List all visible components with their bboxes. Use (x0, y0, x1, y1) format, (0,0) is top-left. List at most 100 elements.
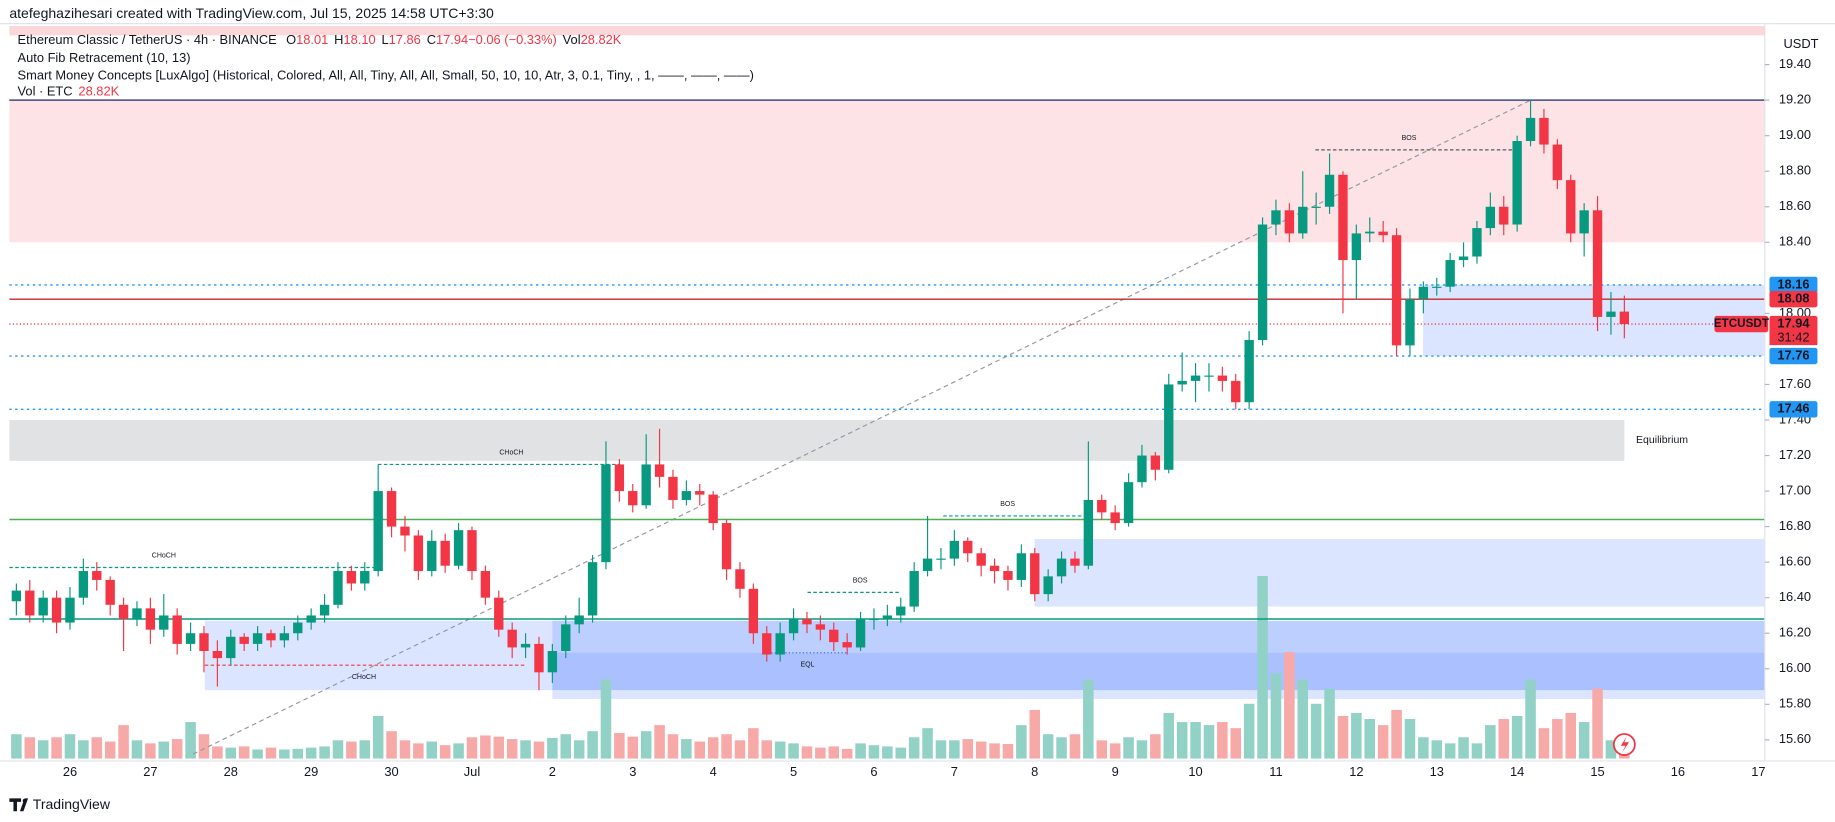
candle-body (601, 464, 611, 563)
candle-body (1123, 482, 1134, 524)
candle-body (386, 491, 397, 527)
structure-label: CHoCH (499, 450, 523, 457)
candle-body (842, 642, 852, 648)
legend-value: −0.06 (−0.33%) (468, 33, 557, 48)
indicator: Smart Money Concepts [LuxAlgo] (Historic… (18, 68, 754, 83)
volume-bar (131, 740, 143, 759)
volume-bar (1096, 740, 1108, 759)
legend-key: H (334, 33, 343, 48)
candle-body (534, 643, 544, 673)
candle-body (641, 464, 651, 506)
candle-body (480, 571, 491, 598)
volume-bar (654, 725, 665, 759)
zone (1034, 539, 1765, 607)
price-pill (1769, 276, 1818, 294)
candle-body (1177, 380, 1187, 385)
candle-body (775, 633, 785, 655)
candle-body (721, 523, 732, 570)
volume-bar (238, 746, 250, 759)
x-tick-label: 27 (143, 764, 157, 779)
candle-body (1418, 286, 1429, 300)
candle-body (1552, 144, 1563, 181)
candle-body (829, 629, 839, 643)
candle-body (1592, 210, 1603, 317)
candle-body (185, 633, 196, 644)
candle-body (105, 579, 115, 605)
candle-body (1351, 233, 1362, 261)
candle-body (306, 615, 316, 623)
candle-body (869, 619, 879, 621)
candle-body (1432, 286, 1442, 288)
candle-body (11, 590, 22, 602)
volume-bar (748, 728, 759, 759)
x-tick-label: 29 (304, 764, 318, 779)
x-tick-label: 4 (710, 764, 717, 779)
volume-bar (399, 740, 411, 759)
volume-bar (78, 740, 89, 759)
candle-body (1539, 117, 1549, 145)
candle-body (293, 622, 303, 634)
volume-bar (413, 743, 424, 759)
y-tick-label: 15.80 (1779, 696, 1811, 711)
candle-body (1097, 499, 1107, 513)
volume-bar (694, 741, 706, 759)
candle-body (1472, 228, 1482, 257)
candle-body (1445, 260, 1455, 287)
candle-body (1257, 224, 1268, 341)
x-tick-label: 5 (790, 764, 797, 779)
candle-body (1030, 553, 1040, 595)
volume-bar (962, 739, 974, 759)
candle-body (695, 491, 705, 495)
candle-body (25, 590, 35, 616)
volume-bar (1377, 725, 1389, 759)
candle-body (1499, 206, 1509, 225)
volume-bar (1217, 722, 1228, 759)
candle-body (520, 643, 531, 648)
volume (11, 576, 1630, 759)
volume-bar (828, 746, 840, 759)
candle-body (145, 608, 156, 630)
volume-bar (1163, 712, 1175, 759)
volume-bar (1538, 728, 1550, 759)
volume-bar (1431, 740, 1443, 759)
candle-body (239, 636, 249, 644)
price-pill (1769, 401, 1818, 418)
volume-bar (949, 740, 960, 759)
volume-value: 28.82K (78, 84, 119, 99)
y-tick-label: 16.40 (1779, 589, 1811, 604)
zones: Equilibrium (9, 100, 1765, 699)
volume-bar (332, 740, 344, 759)
price-pill (1769, 347, 1818, 365)
volume-bar (1444, 743, 1456, 759)
top-zone-strip (9, 25, 1765, 36)
volume-bar (533, 741, 545, 759)
volume-bar (1525, 679, 1536, 759)
brand-logo (22, 798, 27, 803)
candle-body (561, 624, 571, 651)
volume-bar (292, 748, 304, 759)
candle-body (1164, 384, 1174, 470)
y-tick-label: 17.60 (1779, 376, 1811, 391)
volume-bar (975, 741, 987, 759)
volume-bar (600, 679, 612, 759)
structure-label: BOS (853, 578, 868, 585)
x-tick-label: 14 (1510, 764, 1524, 779)
y-tick-label: 16.80 (1779, 518, 1811, 533)
volume-bar (346, 741, 357, 759)
candle-body (38, 597, 48, 616)
x-tick-label: 28 (224, 764, 238, 779)
candle-body (949, 540, 960, 559)
x-tick-label: 30 (384, 764, 398, 779)
candle-body (360, 571, 370, 584)
candle-body (1579, 210, 1589, 234)
structure-label: EQL (800, 661, 814, 668)
volume-bar (91, 737, 103, 759)
candle-body (1083, 499, 1094, 566)
candle-body (507, 629, 517, 648)
candle-body (654, 464, 665, 477)
candle-body (909, 571, 919, 607)
legend-value: 17.94 (436, 33, 468, 48)
unit: USDT (1784, 36, 1819, 51)
volume-bar (1578, 722, 1590, 759)
